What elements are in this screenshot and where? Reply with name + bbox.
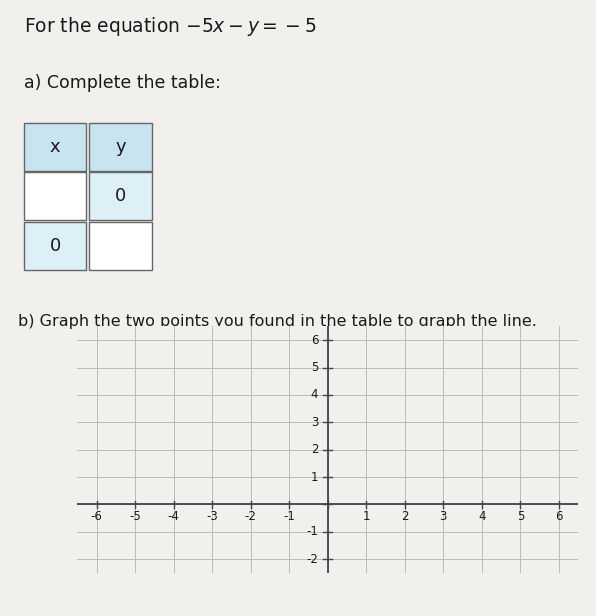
Text: 5: 5 <box>311 361 318 374</box>
Text: 0: 0 <box>49 237 61 254</box>
Bar <box>24 222 86 270</box>
Text: 0: 0 <box>115 187 126 205</box>
Bar <box>89 172 152 220</box>
Text: -3: -3 <box>206 511 218 524</box>
Bar <box>89 222 152 270</box>
Text: 1: 1 <box>311 471 318 484</box>
Text: 2: 2 <box>401 511 409 524</box>
Text: 2: 2 <box>311 443 318 456</box>
Text: 4: 4 <box>311 389 318 402</box>
Text: For the equation $-5x - y = -5$: For the equation $-5x - y = -5$ <box>24 15 316 38</box>
Text: 1: 1 <box>362 511 370 524</box>
Text: -1: -1 <box>283 511 295 524</box>
Text: 3: 3 <box>440 511 447 524</box>
Text: 5: 5 <box>517 511 524 524</box>
Text: a) Complete the table:: a) Complete the table: <box>24 74 221 92</box>
Text: y: y <box>116 138 126 156</box>
Text: 6: 6 <box>311 334 318 347</box>
Text: -5: -5 <box>129 511 141 524</box>
Text: -1: -1 <box>306 525 318 538</box>
Text: -2: -2 <box>306 553 318 565</box>
Text: 3: 3 <box>311 416 318 429</box>
Text: x: x <box>50 138 60 156</box>
Text: 6: 6 <box>555 511 563 524</box>
Text: 4: 4 <box>478 511 486 524</box>
Text: -6: -6 <box>91 511 103 524</box>
Text: -4: -4 <box>168 511 180 524</box>
Bar <box>89 123 152 171</box>
Bar <box>24 172 86 220</box>
Bar <box>24 123 86 171</box>
Text: -2: -2 <box>245 511 257 524</box>
Text: b) Graph the two points you found in the table to graph the line.: b) Graph the two points you found in the… <box>18 314 537 329</box>
